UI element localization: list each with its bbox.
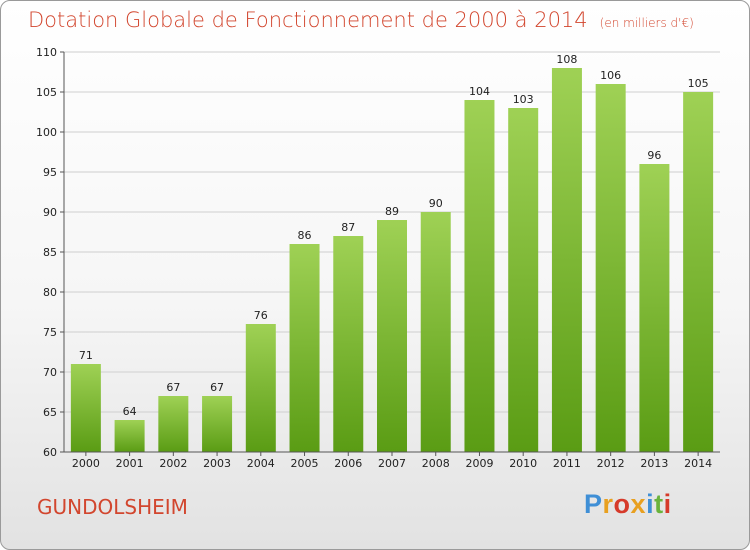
bar-value-label: 89 bbox=[385, 205, 399, 218]
x-tick-label: 2000 bbox=[72, 457, 100, 470]
x-tick-label: 2014 bbox=[684, 457, 712, 470]
bar bbox=[420, 212, 451, 452]
y-tick-label: 105 bbox=[36, 86, 57, 99]
bar bbox=[245, 324, 276, 452]
y-tick-label: 80 bbox=[43, 286, 57, 299]
y-tick-label: 110 bbox=[36, 46, 57, 59]
bar bbox=[639, 164, 670, 452]
x-tick-label: 2004 bbox=[247, 457, 275, 470]
bar bbox=[202, 396, 233, 452]
bar-value-label: 104 bbox=[469, 85, 490, 98]
x-tick-label: 2005 bbox=[291, 457, 319, 470]
bar bbox=[464, 100, 495, 452]
brand-letter: i bbox=[663, 489, 672, 519]
brand-letter: t bbox=[654, 489, 664, 519]
bar-value-label: 108 bbox=[556, 53, 577, 66]
bar bbox=[551, 68, 582, 452]
brand-letter: o bbox=[613, 489, 631, 519]
bar-value-label: 103 bbox=[513, 93, 534, 106]
bar bbox=[333, 236, 364, 452]
bar-value-label: 67 bbox=[210, 381, 224, 394]
bar-value-label: 90 bbox=[429, 197, 443, 210]
brand-letter: P bbox=[584, 489, 603, 519]
bar bbox=[683, 92, 714, 452]
commune-name: GUNDOLSHEIM bbox=[37, 495, 188, 519]
brand-letter: r bbox=[602, 489, 614, 519]
x-tick-label: 2008 bbox=[422, 457, 450, 470]
x-tick-label: 2007 bbox=[378, 457, 406, 470]
bar-value-label: 67 bbox=[166, 381, 180, 394]
bar-value-label: 64 bbox=[123, 405, 137, 418]
x-tick-label: 2010 bbox=[509, 457, 537, 470]
bar-value-label: 87 bbox=[341, 221, 355, 234]
y-tick-label: 70 bbox=[43, 366, 57, 379]
bar-value-label: 71 bbox=[79, 349, 93, 362]
bar-value-label: 96 bbox=[647, 149, 661, 162]
x-tick-label: 2006 bbox=[334, 457, 362, 470]
y-tick-label: 85 bbox=[43, 246, 57, 259]
y-tick-label: 95 bbox=[43, 166, 57, 179]
bar bbox=[114, 420, 145, 452]
x-tick-label: 2009 bbox=[465, 457, 493, 470]
bar bbox=[158, 396, 189, 452]
y-tick-label: 75 bbox=[43, 326, 57, 339]
y-tick-label: 65 bbox=[43, 406, 57, 419]
bar bbox=[508, 108, 539, 452]
y-tick-label: 90 bbox=[43, 206, 57, 219]
bar bbox=[377, 220, 407, 452]
x-tick-label: 2001 bbox=[116, 457, 144, 470]
x-tick-label: 2011 bbox=[553, 457, 581, 470]
x-tick-label: 2003 bbox=[203, 457, 231, 470]
brand-letter: x bbox=[630, 489, 647, 519]
bar-value-label: 76 bbox=[254, 309, 268, 322]
bar-value-label: 86 bbox=[298, 229, 312, 242]
y-tick-label: 100 bbox=[36, 126, 57, 139]
proxiti-logo[interactable]: Proxiti bbox=[584, 489, 672, 520]
bar bbox=[289, 244, 320, 452]
chart-title: Dotation Globale de Fonctionnement de 20… bbox=[28, 8, 694, 32]
chart-title-text: Dotation Globale de Fonctionnement de 20… bbox=[28, 8, 588, 32]
y-tick-label: 60 bbox=[43, 446, 57, 459]
bar bbox=[595, 84, 626, 452]
x-tick-label: 2012 bbox=[597, 457, 625, 470]
x-tick-label: 2013 bbox=[640, 457, 668, 470]
bar bbox=[70, 364, 101, 452]
chart-unit: (en milliers d'€) bbox=[599, 16, 694, 30]
brand-letter: i bbox=[646, 489, 655, 519]
bar-value-label: 105 bbox=[688, 77, 709, 90]
bar-value-label: 106 bbox=[600, 69, 621, 82]
x-tick-label: 2002 bbox=[159, 457, 187, 470]
